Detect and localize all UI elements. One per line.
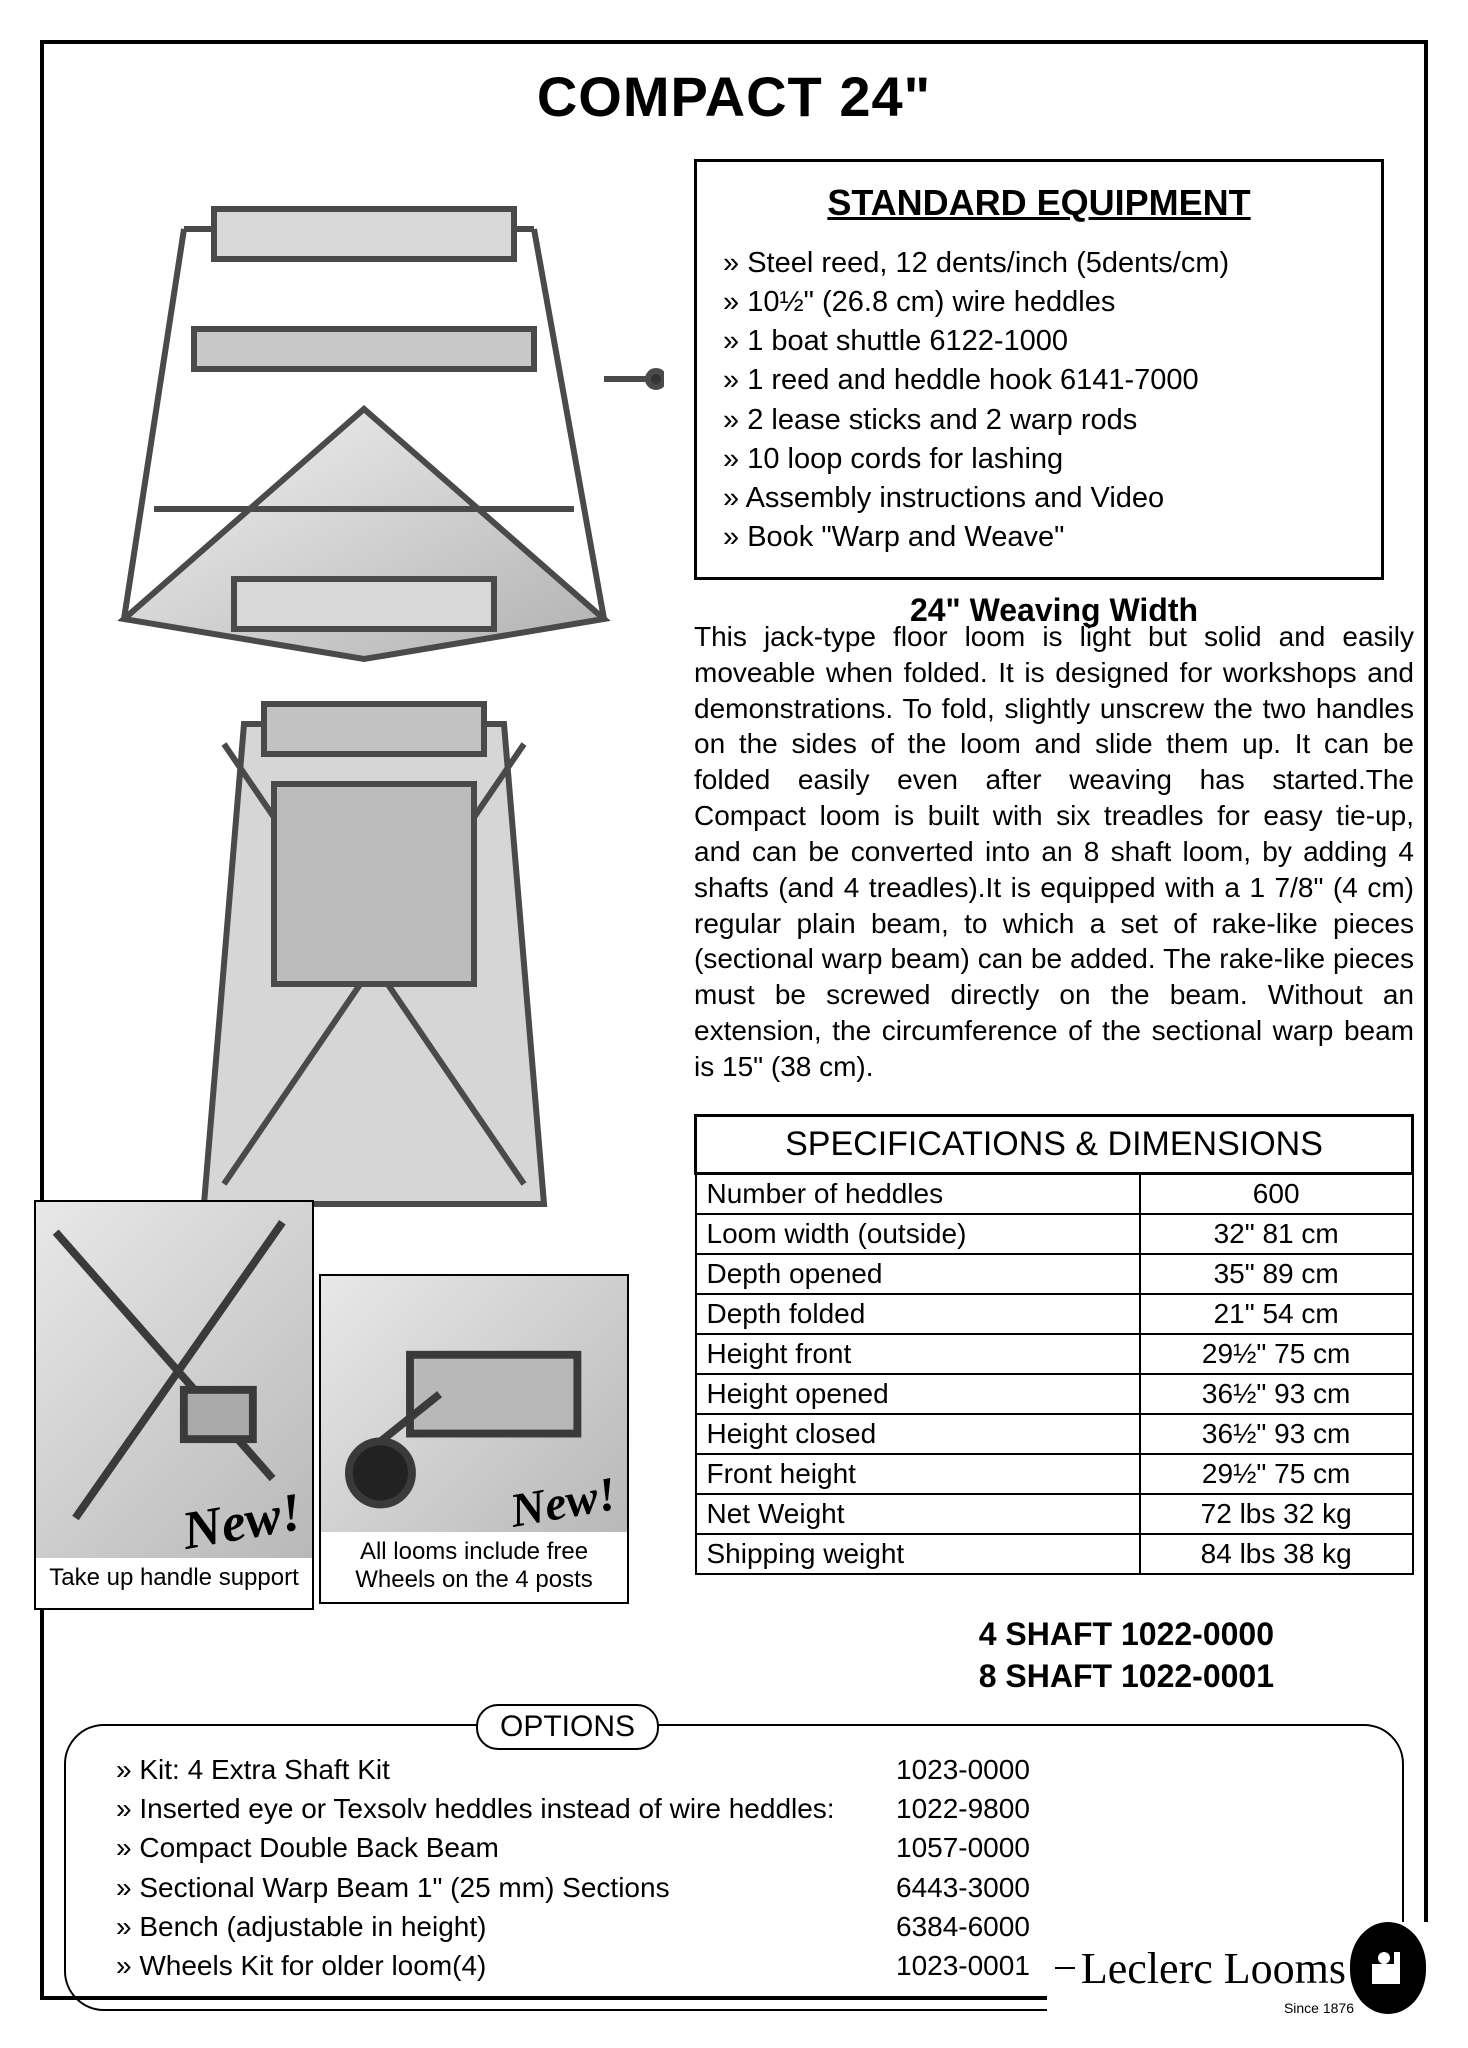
- equipment-list: Steel reed, 12 dents/inch (5dents/cm) 10…: [723, 244, 1355, 557]
- option-label: Wheels Kit for older loom(4): [116, 1946, 896, 1985]
- equipment-item: Assembly instructions and Video: [723, 479, 1355, 518]
- loom-folded-svg: [164, 664, 584, 1224]
- table-row: Number of heddles600: [696, 1174, 1413, 1215]
- option-label: Inserted eye or Texsolv heddles instead …: [116, 1789, 896, 1828]
- option-label: Kit: 4 Extra Shaft Kit: [116, 1750, 896, 1789]
- option-row: Compact Double Back Beam1057-0000: [116, 1828, 1352, 1867]
- spec-value: 72 lbs 32 kg: [1140, 1494, 1413, 1534]
- spec-value: 36½" 93 cm: [1140, 1374, 1413, 1414]
- loom-open-image: [64, 149, 664, 669]
- spec-label: Height opened: [696, 1374, 1140, 1414]
- spec-label: Height closed: [696, 1414, 1140, 1454]
- option-row: Inserted eye or Texsolv heddles instead …: [116, 1789, 1352, 1828]
- page-title: COMPACT 24": [74, 64, 1394, 129]
- detail-wheels-image: New!: [321, 1276, 627, 1532]
- option-code: 1022-9800: [896, 1789, 1352, 1828]
- brand-logo-icon: [1350, 1922, 1426, 2014]
- brand-name: Leclerc Looms: [1081, 1943, 1346, 1994]
- equipment-heading: STANDARD EQUIPMENT: [723, 182, 1355, 224]
- table-row: Height opened36½" 93 cm: [696, 1374, 1413, 1414]
- spec-value: 36½" 93 cm: [1140, 1414, 1413, 1454]
- spec-label: Net Weight: [696, 1494, 1140, 1534]
- brand-line-icon: [1055, 1967, 1075, 1969]
- shaft-4-line: 4 SHAFT 1022-0000: [979, 1614, 1274, 1656]
- spec-value: 32" 81 cm: [1140, 1214, 1413, 1254]
- equipment-item: 2 lease sticks and 2 warp rods: [723, 401, 1355, 440]
- loom-open-svg: [64, 149, 664, 669]
- spec-label: Depth folded: [696, 1294, 1140, 1334]
- detail-handle-caption: Take up handle support: [36, 1558, 312, 1596]
- spec-label: Depth opened: [696, 1254, 1140, 1294]
- detail-handle-image: New!: [36, 1202, 312, 1558]
- spec-label: Front height: [696, 1454, 1140, 1494]
- spec-label: Height front: [696, 1334, 1140, 1374]
- page-frame: COMPACT 24": [40, 40, 1428, 2000]
- shaft-8-line: 8 SHAFT 1022-0001: [979, 1656, 1274, 1698]
- equipment-item: 10½" (26.8 cm) wire heddles: [723, 283, 1355, 322]
- brand-since: Since 1876: [1284, 2000, 1354, 2016]
- top-row: STANDARD EQUIPMENT Steel reed, 12 dents/…: [74, 129, 1394, 669]
- spec-label: Shipping weight: [696, 1534, 1140, 1574]
- table-row: Depth opened35" 89 cm: [696, 1254, 1413, 1294]
- spec-value: 29½" 75 cm: [1140, 1334, 1413, 1374]
- specs-table: SPECIFICATIONS & DIMENSIONS Number of he…: [694, 1114, 1414, 1575]
- spec-value: 35" 89 cm: [1140, 1254, 1413, 1294]
- detail-wheels-caption: All looms include free Wheels on the 4 p…: [321, 1532, 627, 1597]
- table-row: Height closed36½" 93 cm: [696, 1414, 1413, 1454]
- spec-value: 84 lbs 38 kg: [1140, 1534, 1413, 1574]
- shaft-codes: 4 SHAFT 1022-0000 8 SHAFT 1022-0001: [979, 1614, 1274, 1697]
- detail-wheels-caption-line2: Wheels on the 4 posts: [355, 1566, 592, 1593]
- specs-heading: SPECIFICATIONS & DIMENSIONS: [696, 1116, 1413, 1174]
- option-label: Sectional Warp Beam 1" (25 mm) Sections: [116, 1868, 896, 1907]
- table-row: Loom width (outside)32" 81 cm: [696, 1214, 1413, 1254]
- spec-value: 21" 54 cm: [1140, 1294, 1413, 1334]
- equipment-item: 1 reed and heddle hook 6141-7000: [723, 361, 1355, 400]
- loom-folded-image: [164, 664, 584, 1224]
- options-heading: OPTIONS: [476, 1704, 659, 1750]
- detail-wheels: New! All looms include free Wheels on th…: [319, 1274, 629, 1604]
- equipment-item: Steel reed, 12 dents/inch (5dents/cm): [723, 244, 1355, 283]
- spec-value: 29½" 75 cm: [1140, 1454, 1413, 1494]
- option-row: Kit: 4 Extra Shaft Kit1023-0000: [116, 1750, 1352, 1789]
- option-code: 1023-0000: [896, 1750, 1352, 1789]
- brand-footer: Leclerc Looms Since 1876: [1047, 1922, 1434, 2014]
- table-row: Height front29½" 75 cm: [696, 1334, 1413, 1374]
- spec-label: Number of heddles: [696, 1174, 1140, 1215]
- table-row: Front height29½" 75 cm: [696, 1454, 1413, 1494]
- detail-wheels-caption-line1: All looms include free: [360, 1538, 588, 1565]
- table-row: Shipping weight84 lbs 38 kg: [696, 1534, 1413, 1574]
- option-label: Compact Double Back Beam: [116, 1828, 896, 1867]
- option-row: Sectional Warp Beam 1" (25 mm) Sections6…: [116, 1868, 1352, 1907]
- standard-equipment-box: STANDARD EQUIPMENT Steel reed, 12 dents/…: [694, 159, 1384, 580]
- table-row: Depth folded21" 54 cm: [696, 1294, 1413, 1334]
- equipment-item: Book "Warp and Weave": [723, 518, 1355, 557]
- option-code: 1057-0000: [896, 1828, 1352, 1867]
- option-code: 6443-3000: [896, 1868, 1352, 1907]
- equipment-item: 1 boat shuttle 6122-1000: [723, 322, 1355, 361]
- detail-handle-support: New! Take up handle support: [34, 1200, 314, 1610]
- table-row: Net Weight72 lbs 32 kg: [696, 1494, 1413, 1534]
- spec-value: 600: [1140, 1174, 1413, 1215]
- equipment-item: 10 loop cords for lashing: [723, 440, 1355, 479]
- description-text: This jack-type floor loom is light but s…: [694, 619, 1414, 1085]
- option-label: Bench (adjustable in height): [116, 1907, 896, 1946]
- spec-label: Loom width (outside): [696, 1214, 1140, 1254]
